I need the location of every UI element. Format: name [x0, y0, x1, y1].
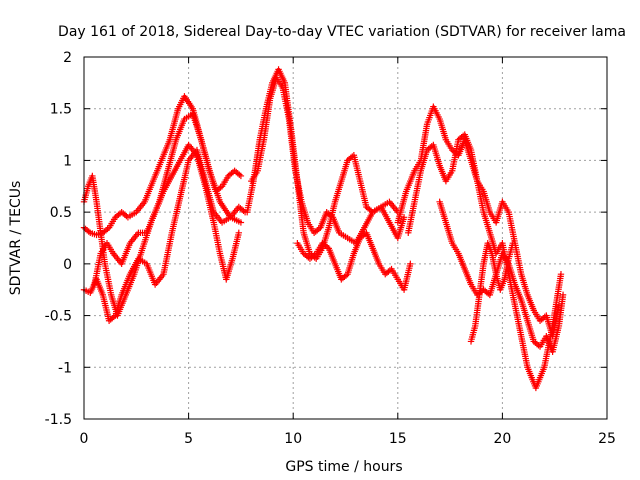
series-track-4: [91, 141, 243, 288]
data-points: [80, 66, 567, 392]
plot-frame: [83, 56, 608, 420]
data-point: [237, 219, 245, 226]
data-point: [235, 229, 243, 237]
data-point: [400, 214, 408, 221]
data-point: [407, 260, 414, 268]
chart-title: Day 161 of 2018, Sidereal Day-to-day VTE…: [58, 24, 626, 40]
x-tick-label: 20: [493, 431, 511, 447]
series-track-10: [436, 198, 567, 355]
y-tick-label: 1: [63, 153, 72, 169]
x-tick-label: 0: [80, 431, 89, 447]
series-track-7: [294, 229, 414, 293]
x-tick-label: 10: [284, 431, 302, 447]
tick-labels: 0 5 10 15 20 25 -1.5 -1 -0.5 0 0.5 1 1.5 2: [45, 50, 616, 447]
y-tick-label: 0: [63, 257, 72, 273]
data-point: [237, 172, 245, 180]
x-tick-label: 5: [184, 431, 193, 447]
y-tick-label: -1.5: [45, 412, 72, 428]
y-tick-label: 1.5: [50, 102, 72, 118]
x-tick-label: 25: [598, 431, 616, 447]
series-track-9: [405, 131, 563, 340]
y-axis-label: SDTVAR / TECUs: [8, 181, 24, 296]
x-axis-label: GPS time / hours: [285, 459, 402, 475]
y-tick-label: 2: [63, 50, 72, 66]
y-tick-label: -1: [58, 360, 72, 376]
series-track-11: [467, 239, 517, 345]
series-track-2: [80, 93, 245, 239]
x-tick-label: 15: [389, 431, 407, 447]
data-point: [509, 239, 517, 247]
data-point: [557, 271, 565, 278]
data-point: [559, 291, 567, 299]
y-tick-label: -0.5: [45, 309, 72, 325]
axis-ticks: [83, 56, 608, 420]
y-tick-label: 0.5: [50, 205, 72, 221]
